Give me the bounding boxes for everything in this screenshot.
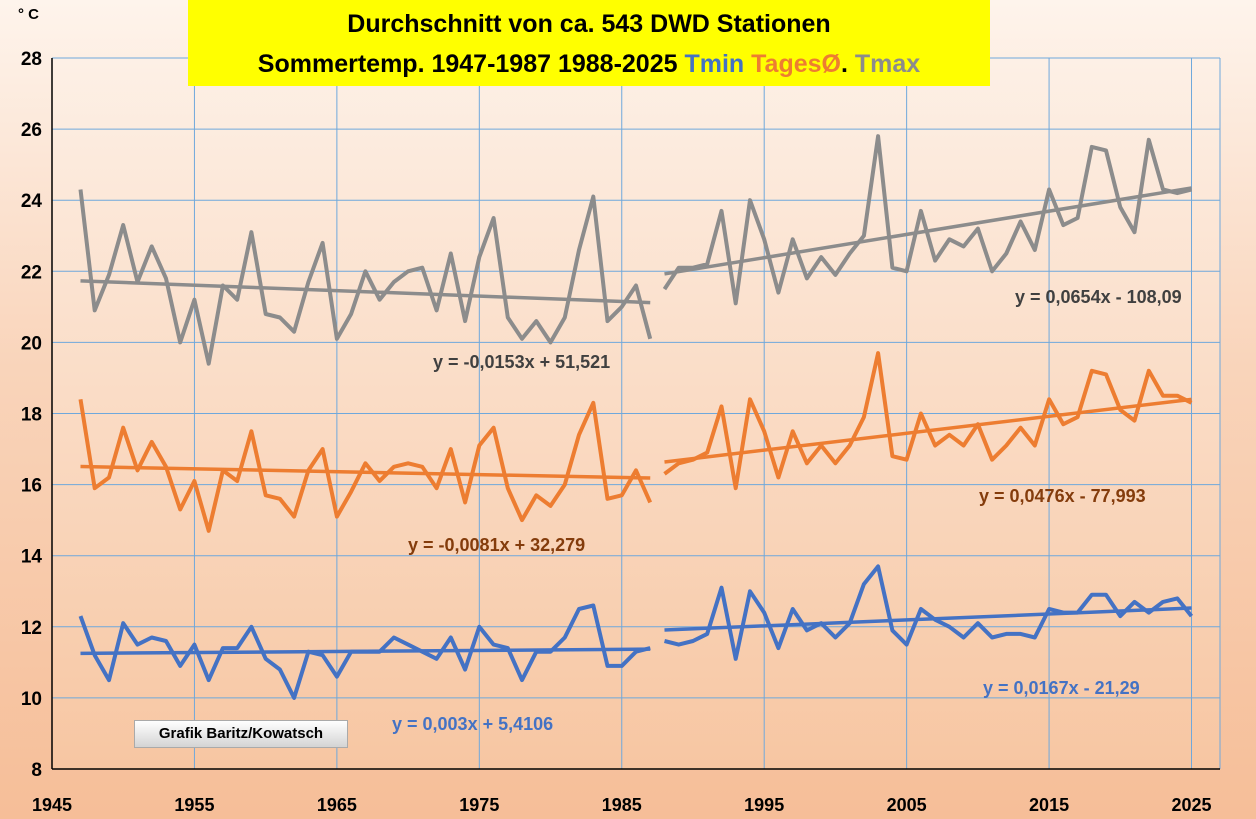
series-line-mean-1947-1987 xyxy=(78,398,653,533)
y-tick-label-26: 26 xyxy=(21,120,42,141)
y-tick-label-8: 8 xyxy=(31,760,42,781)
series-line-tmax-1947-1987 xyxy=(78,189,653,366)
y-tick-label-10: 10 xyxy=(21,689,42,710)
x-tick-label-1945: 1945 xyxy=(32,795,72,815)
y-tick-label-28: 28 xyxy=(21,49,42,70)
x-tick-label-2015: 2015 xyxy=(1029,795,1069,815)
trendline-tmax-1947-1987 xyxy=(80,279,651,305)
x-tick-label-1975: 1975 xyxy=(459,795,499,815)
y-tick-label-24: 24 xyxy=(21,191,43,212)
y-tick-label-14: 14 xyxy=(21,547,43,568)
x-tick-label-1955: 1955 xyxy=(174,795,214,815)
series-line-tmin-1947-1987 xyxy=(78,603,651,700)
title-period-text: Sommertemp. 1947-1987 1988-2025 xyxy=(257,50,685,78)
y-unit-label: ° C xyxy=(18,6,39,23)
legend-tmin: Tmin xyxy=(684,50,745,78)
x-tick-label-2005: 2005 xyxy=(887,795,927,815)
series-line-tmin-1988-2025 xyxy=(664,564,1194,661)
eq-tmax-1988-2025: y = 0,0654x - 108,09 xyxy=(1015,287,1182,307)
title-line-1: Durchschnitt von ca. 543 DWD Stationen xyxy=(347,10,831,38)
title-line-2: Sommertemp. 1947-1987 1988-2025 Tmin Tag… xyxy=(188,44,990,84)
eq-mean-1947-1987: y = -0,0081x + 32,279 xyxy=(408,535,586,555)
series-layer xyxy=(78,134,1194,700)
x-tick-label-2025: 2025 xyxy=(1171,795,1211,815)
legend-tmax: Tmax xyxy=(854,50,921,78)
eq-tmax-1947-1987: y = -0,0153x + 51,521 xyxy=(433,352,611,372)
axes-layer: 1945 1955 1965 1975 1985 1995 2005 2015 2025 8 10 1… xyxy=(21,49,1220,815)
chart-title: Durchschnitt von ca. 543 DWD Stationen S… xyxy=(188,0,990,86)
y-tick-label-16: 16 xyxy=(21,476,42,497)
trendline-mean-1947-1987 xyxy=(80,464,651,480)
x-tick-label-1985: 1985 xyxy=(602,795,642,815)
y-tick-label-22: 22 xyxy=(21,262,42,283)
eq-tmin-1988-2025: y = 0,0167x - 21,29 xyxy=(983,678,1140,698)
legend-mean: TagesØ xyxy=(751,50,841,78)
y-tick-label-12: 12 xyxy=(21,618,42,639)
x-tick-label-1965: 1965 xyxy=(317,795,357,815)
credit-label: Grafik Baritz/Kowatsch xyxy=(134,720,348,748)
series-line-tmax-1988-2025 xyxy=(662,134,1192,306)
title-dot: . xyxy=(840,50,855,78)
eq-mean-1988-2025: y = 0,0476x - 77,993 xyxy=(979,486,1146,506)
x-tick-label-1995: 1995 xyxy=(744,795,784,815)
trendline-tmin-1988-2025 xyxy=(664,606,1192,632)
y-tick-label-20: 20 xyxy=(21,333,42,354)
eq-tmin-1947-1987: y = 0,003x + 5,4106 xyxy=(392,714,554,734)
series-line-mean-1988-2025 xyxy=(663,351,1193,491)
y-tick-label-18: 18 xyxy=(21,405,42,426)
